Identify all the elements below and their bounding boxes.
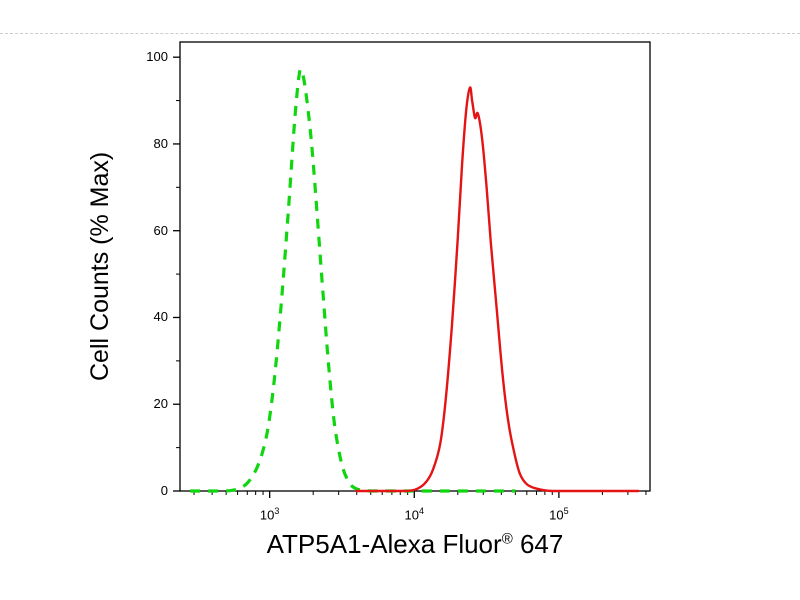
x-axis-title: ATP5A1-Alexa Fluor® 647 — [180, 529, 650, 560]
top-separator — [0, 33, 800, 34]
plot-frame — [179, 41, 651, 492]
red-solid-curve — [355, 86, 640, 493]
x-axis-title-suffix: 647 — [512, 529, 564, 559]
y-axis-title: Cell Counts (% Max) — [86, 42, 115, 491]
x-axis-title-main: ATP5A1-Alexa Fluor — [266, 529, 502, 559]
green-dashed-curve — [190, 67, 516, 493]
y-axis-title-text: Cell Counts (% Max) — [86, 151, 114, 382]
registered-trademark-symbol: ® — [501, 530, 513, 548]
